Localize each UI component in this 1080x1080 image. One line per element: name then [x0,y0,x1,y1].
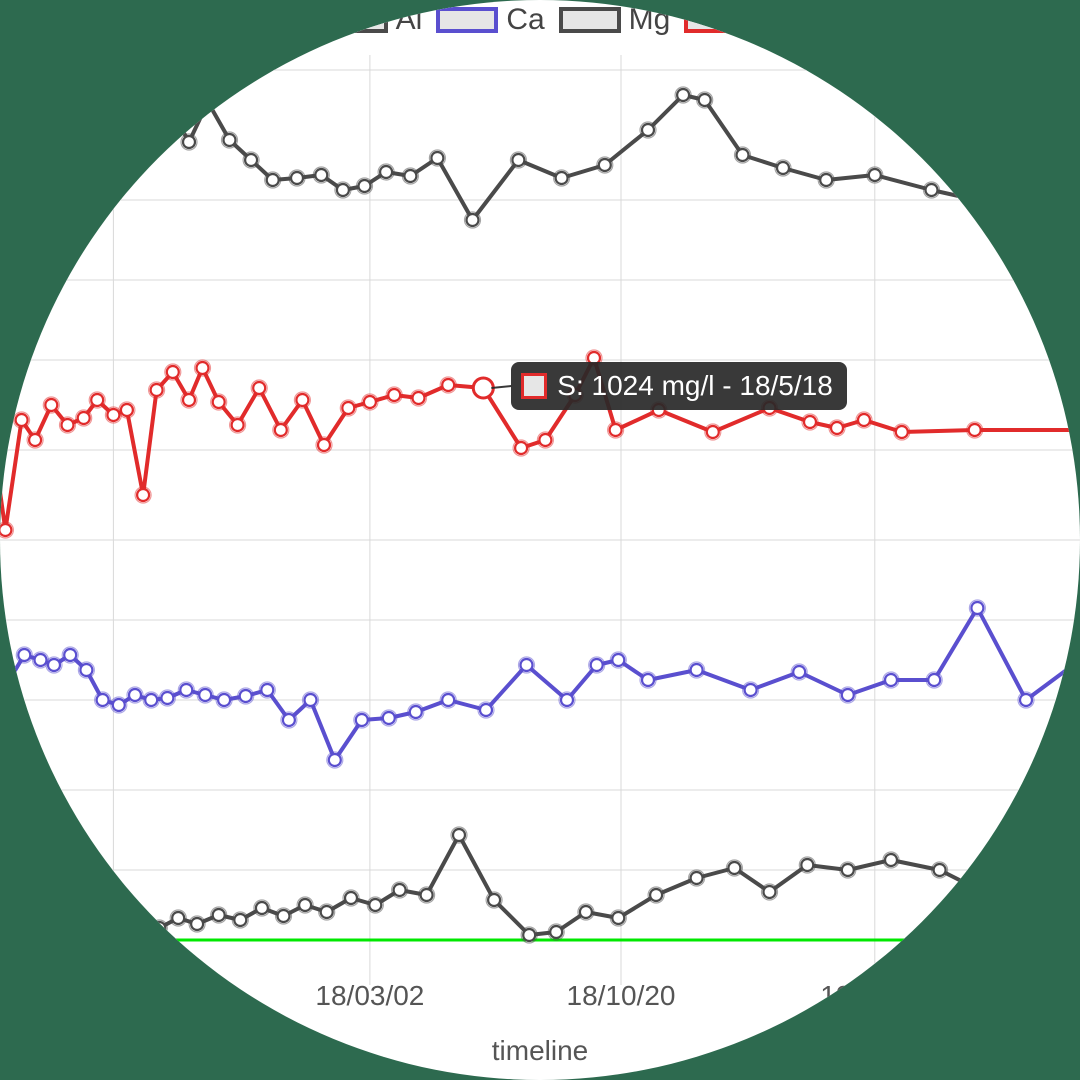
legend-swatch [326,7,388,33]
legend: Al Ca Mg [0,0,1080,40]
x-axis-ticks: 17/07/14 18/03/02 18/10/20 19/06/08 [0,980,1080,1010]
x-axis-label: timeline [0,1035,1080,1067]
legend-item[interactable]: Mg [559,3,671,37]
chart-area: AlCaMg 17/07/1418/03/0218/10/2019/06/08 … [0,0,1080,1080]
legend-label: Al [396,3,423,37]
chart-circle-mask: AlCaMg 17/07/1418/03/0218/10/2019/06/08 … [0,0,1080,1080]
x-tick-label: 18/10/20 [567,980,676,1012]
legend-label: Mg [629,3,671,37]
legend-item[interactable]: Al [326,3,423,37]
x-tick-label: 18/03/02 [315,980,424,1012]
legend-swatch [436,7,498,33]
x-tick-label: 19/06/08 [820,980,929,1012]
x-tick-label: 17/07/14 [59,980,168,1012]
tooltip-text: S: 1024 mg/l - 18/5/18 [557,370,833,402]
legend-swatch [559,7,621,33]
legend-swatch [684,7,746,33]
tooltip-swatch [521,373,547,399]
tooltip: S: 1024 mg/l - 18/5/18 [511,362,847,410]
legend-item[interactable]: Ca [436,3,544,37]
legend-item[interactable] [684,7,754,33]
chart-svg [0,0,1080,1080]
legend-label: Ca [506,3,544,37]
